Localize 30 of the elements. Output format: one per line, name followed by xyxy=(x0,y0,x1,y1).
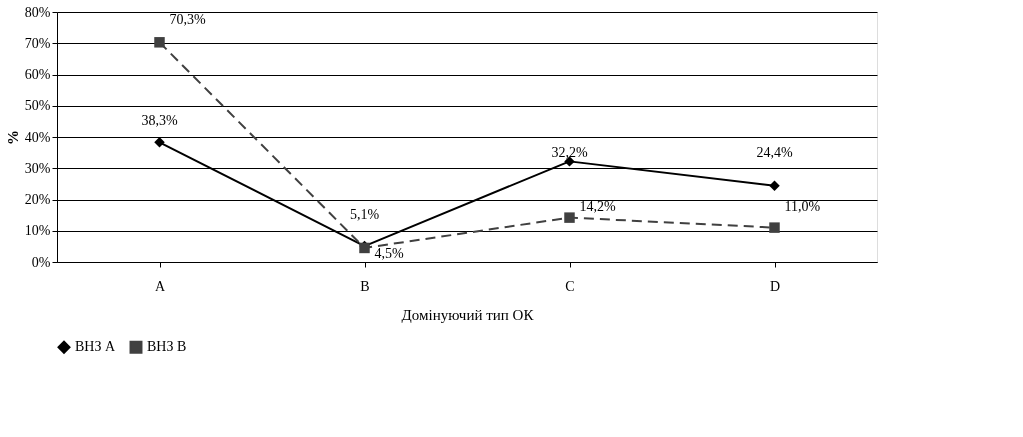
y-tick-label: 10% xyxy=(24,223,51,239)
data-label: 38,3% xyxy=(141,113,178,129)
legend-label: ВНЗ В xyxy=(147,339,187,355)
y-tick-label: 60% xyxy=(24,67,51,82)
data-label: 32,2% xyxy=(551,144,588,160)
data-label: 24,4% xyxy=(756,144,793,160)
x-tick-label: D xyxy=(769,278,781,294)
data-label: 70,3% xyxy=(169,11,206,27)
legend-label: ВНЗ А xyxy=(75,339,116,355)
point xyxy=(154,37,165,48)
x-tick-label: B xyxy=(360,278,370,294)
point xyxy=(769,180,780,191)
point xyxy=(769,222,780,233)
point xyxy=(154,137,165,148)
y-tick-label: 70% xyxy=(24,35,51,51)
y-tick-label: 50% xyxy=(24,98,51,114)
x-tick-label: C xyxy=(565,278,575,294)
data-label: 11,0% xyxy=(784,199,821,215)
data-label: 4,5% xyxy=(374,246,404,262)
y-tick-label: 30% xyxy=(24,160,51,176)
x-axis-title: Домінуючий тип ОК xyxy=(401,306,535,323)
y-tick-label: 40% xyxy=(24,129,51,145)
y-tick-label: 0% xyxy=(31,254,51,270)
point xyxy=(564,212,575,223)
x-tick-label: A xyxy=(154,278,166,294)
y-axis-title: % xyxy=(4,130,21,145)
y-tick-label: 20% xyxy=(24,192,51,207)
data-label: 14,2% xyxy=(579,199,616,215)
y-tick-label: 80% xyxy=(24,4,51,20)
data-label: 5,1% xyxy=(349,207,380,223)
